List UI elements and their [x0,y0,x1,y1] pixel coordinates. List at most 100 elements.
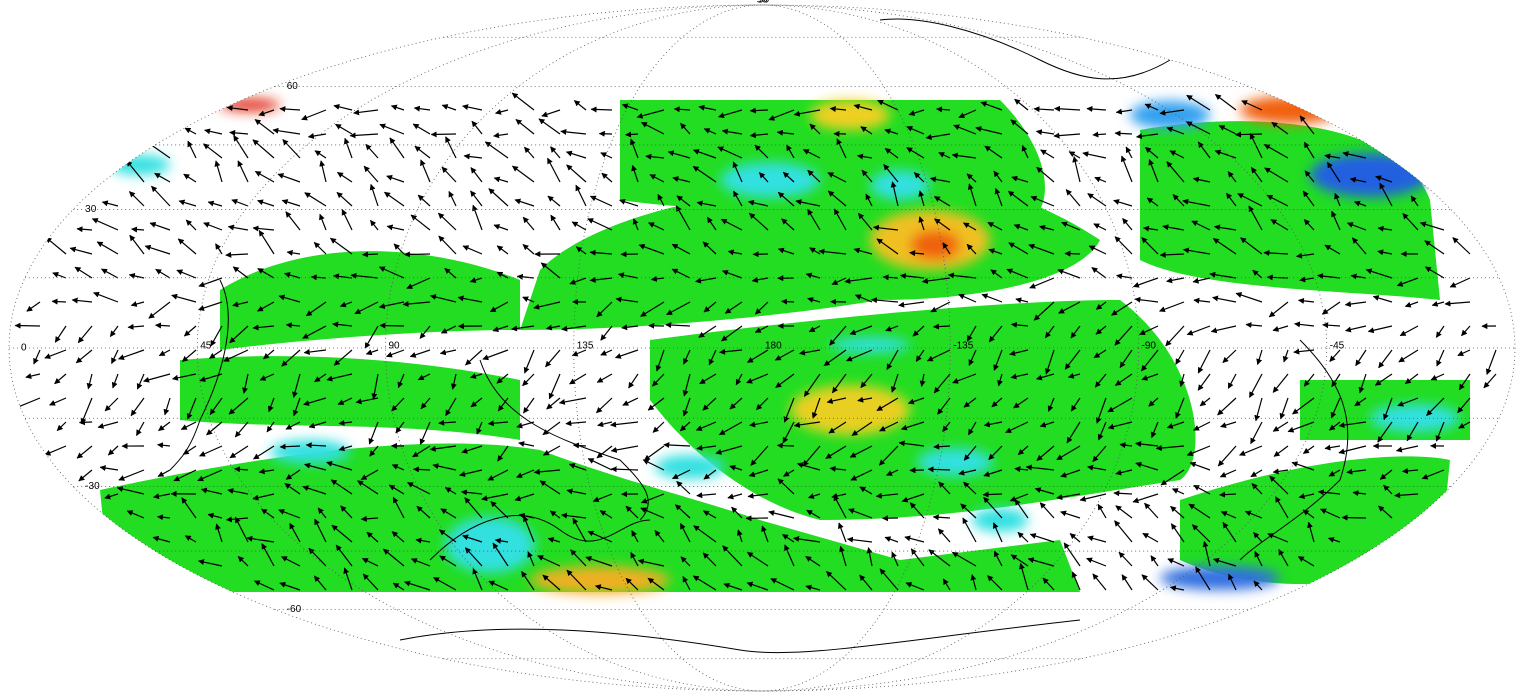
wind-arrow [951,551,977,567]
wind-arrow [805,555,821,567]
wind-arrow [45,236,67,255]
wind-arrow [285,211,301,231]
wind-arrow [343,567,353,591]
wind-arrow [338,445,353,452]
wind-arrow [849,445,873,458]
wind-arrow [178,199,197,207]
wind-arrow [1140,349,1159,372]
wind-arrow [488,188,509,207]
wind-arrow [303,349,327,355]
wind-arrow [1144,146,1159,159]
wind-arrow [647,397,665,411]
wind-arrow [692,165,717,183]
wind-arrow [329,237,353,255]
wind-arrow [303,397,327,406]
wind-arrow [1421,469,1445,480]
wind-arrow [314,150,327,159]
wind-arrow [637,558,665,567]
wind-arrow [918,216,925,231]
wind-arrow [469,373,483,379]
wind-arrow [441,104,457,111]
wind-arrow [1307,521,1315,543]
wind-arrow [104,493,119,500]
wind-arrow [1268,301,1289,318]
wind-arrow [992,522,1003,543]
wind-arrow [460,489,483,496]
wind-arrow [1148,159,1159,183]
wind-arrow [751,276,769,283]
wind-arrow [909,502,925,519]
wind-arrow [558,397,587,405]
wind-arrow [1324,153,1341,160]
wind-arrow [906,126,925,135]
wind-arrow [285,469,301,480]
wind-arrow [596,397,613,414]
wind-arrow [1029,277,1055,289]
wind-arrow [774,349,795,361]
wind-arrow [1235,292,1263,303]
wind-arrow [107,445,119,456]
wind-arrow [1170,523,1185,543]
wind-arrow [1436,349,1445,367]
wind-arrow [410,214,431,231]
wind-arrow [514,493,535,502]
wind-arrow [1053,132,1081,139]
wind-arrow [663,442,691,449]
wind-arrow [96,241,119,255]
wind-arrow [1354,397,1367,407]
wind-arrow [1424,240,1445,255]
wind-arrow [512,165,535,183]
wind-arrow [438,419,457,426]
wind-arrow [1250,469,1263,478]
wind-arrow [803,373,821,397]
wind-arrow [522,244,535,255]
wind-arrow [590,106,613,113]
wind-arrow [462,245,483,255]
wind-arrow [127,323,145,330]
wind-arrow [232,266,249,279]
wind-arrow [746,349,769,363]
wind-arrow [144,244,171,255]
wind-arrow [261,508,275,519]
wind-arrow [1166,277,1185,284]
wind-arrow [1341,514,1367,521]
wind-arrow [796,462,821,471]
wind-arrow [391,397,405,412]
wind-arrow [1013,223,1029,231]
wind-arrow [1107,397,1133,413]
wind-arrow [1431,300,1445,307]
wind-arrow [511,325,535,332]
wind-arrow [278,294,301,303]
wind-arrow [151,185,171,207]
wind-arrow [371,373,379,400]
wind-arrow [1141,574,1159,591]
wind-arrow [1033,106,1055,113]
wind-arrow [1329,421,1341,431]
wind-arrow [237,556,249,567]
wind-arrow [625,577,639,591]
wind-arrow [1263,144,1289,159]
wind-arrow [1017,531,1029,543]
wind-arrow [379,123,405,135]
wind-arrow [284,483,301,495]
wind-arrow [1092,131,1107,138]
wind-arrow [33,349,41,365]
wind-arrow [600,325,613,341]
wind-arrow [227,224,249,231]
wind-arrow [1269,475,1289,495]
wind-arrow [286,249,301,256]
wind-arrow [589,249,613,256]
wind-arrow [568,463,587,471]
wind-arrow [629,138,639,159]
wind-arrow [339,301,353,308]
wind-arrow [784,544,795,567]
wind-arrow [802,148,821,159]
wind-arrow [1402,213,1419,231]
wind-arrow [930,301,951,313]
wind-arrow [279,443,301,450]
longitude-label: 90 [389,341,401,352]
wind-arrow [729,464,743,471]
wind-arrow [933,373,951,394]
wind-arrow [942,421,951,432]
wind-arrow [870,297,899,304]
